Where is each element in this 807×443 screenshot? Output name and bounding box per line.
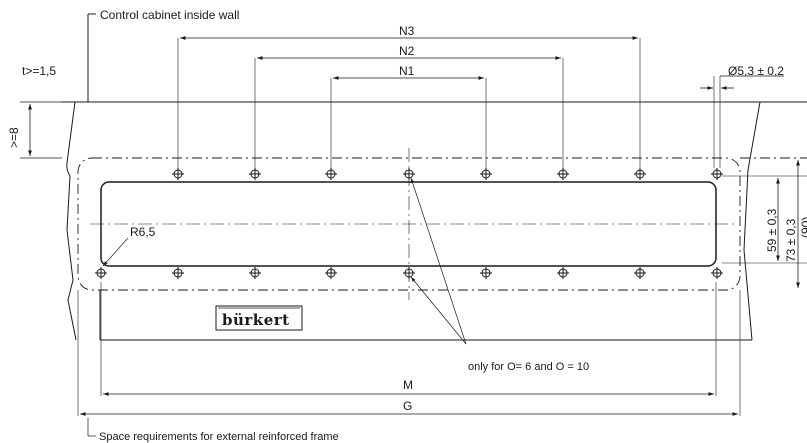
n3-label: N3 (399, 24, 415, 38)
frame-space-outline (77, 157, 741, 291)
wall-depth-dimension (20, 101, 62, 159)
logo-text: bürkert (222, 311, 290, 329)
holes-note: only for O= 6 and O = 10 (468, 361, 589, 373)
g-label: G (403, 399, 412, 413)
n-dimension-lines (180, 36, 638, 80)
height-partial-label: (90) (799, 217, 807, 238)
n1-label: N1 (399, 64, 415, 78)
wall-depth-label: >=8 (7, 127, 21, 148)
extension-lines (77, 38, 807, 416)
mounting-holes-bottom (95, 267, 723, 279)
height-73-label: 73 ± 0,3 (784, 218, 798, 262)
height-dimension-lines (776, 160, 800, 288)
wall-thickness-label: t>=1,5 (22, 64, 56, 78)
height-59-label: 59 ± 0,3 (765, 208, 779, 252)
n2-label: N2 (399, 44, 415, 58)
width-dimension-lines (80, 392, 738, 416)
cabinet-wall (62, 13, 807, 341)
cabinet-wall-label: Control cabinet inside wall (100, 8, 239, 22)
mounting-holes-top (172, 168, 723, 180)
radius-label: R6,5 (130, 225, 156, 239)
m-label: M (403, 378, 413, 392)
hole-diameter-dimension (700, 75, 784, 90)
frame-space-label: Space requirements for external reinforc… (99, 431, 339, 443)
leader-lines (87, 177, 467, 437)
burkert-logo: bürkert (215, 305, 303, 331)
hole-diameter-label: Ø5,3 ± 0,2 (728, 64, 784, 78)
